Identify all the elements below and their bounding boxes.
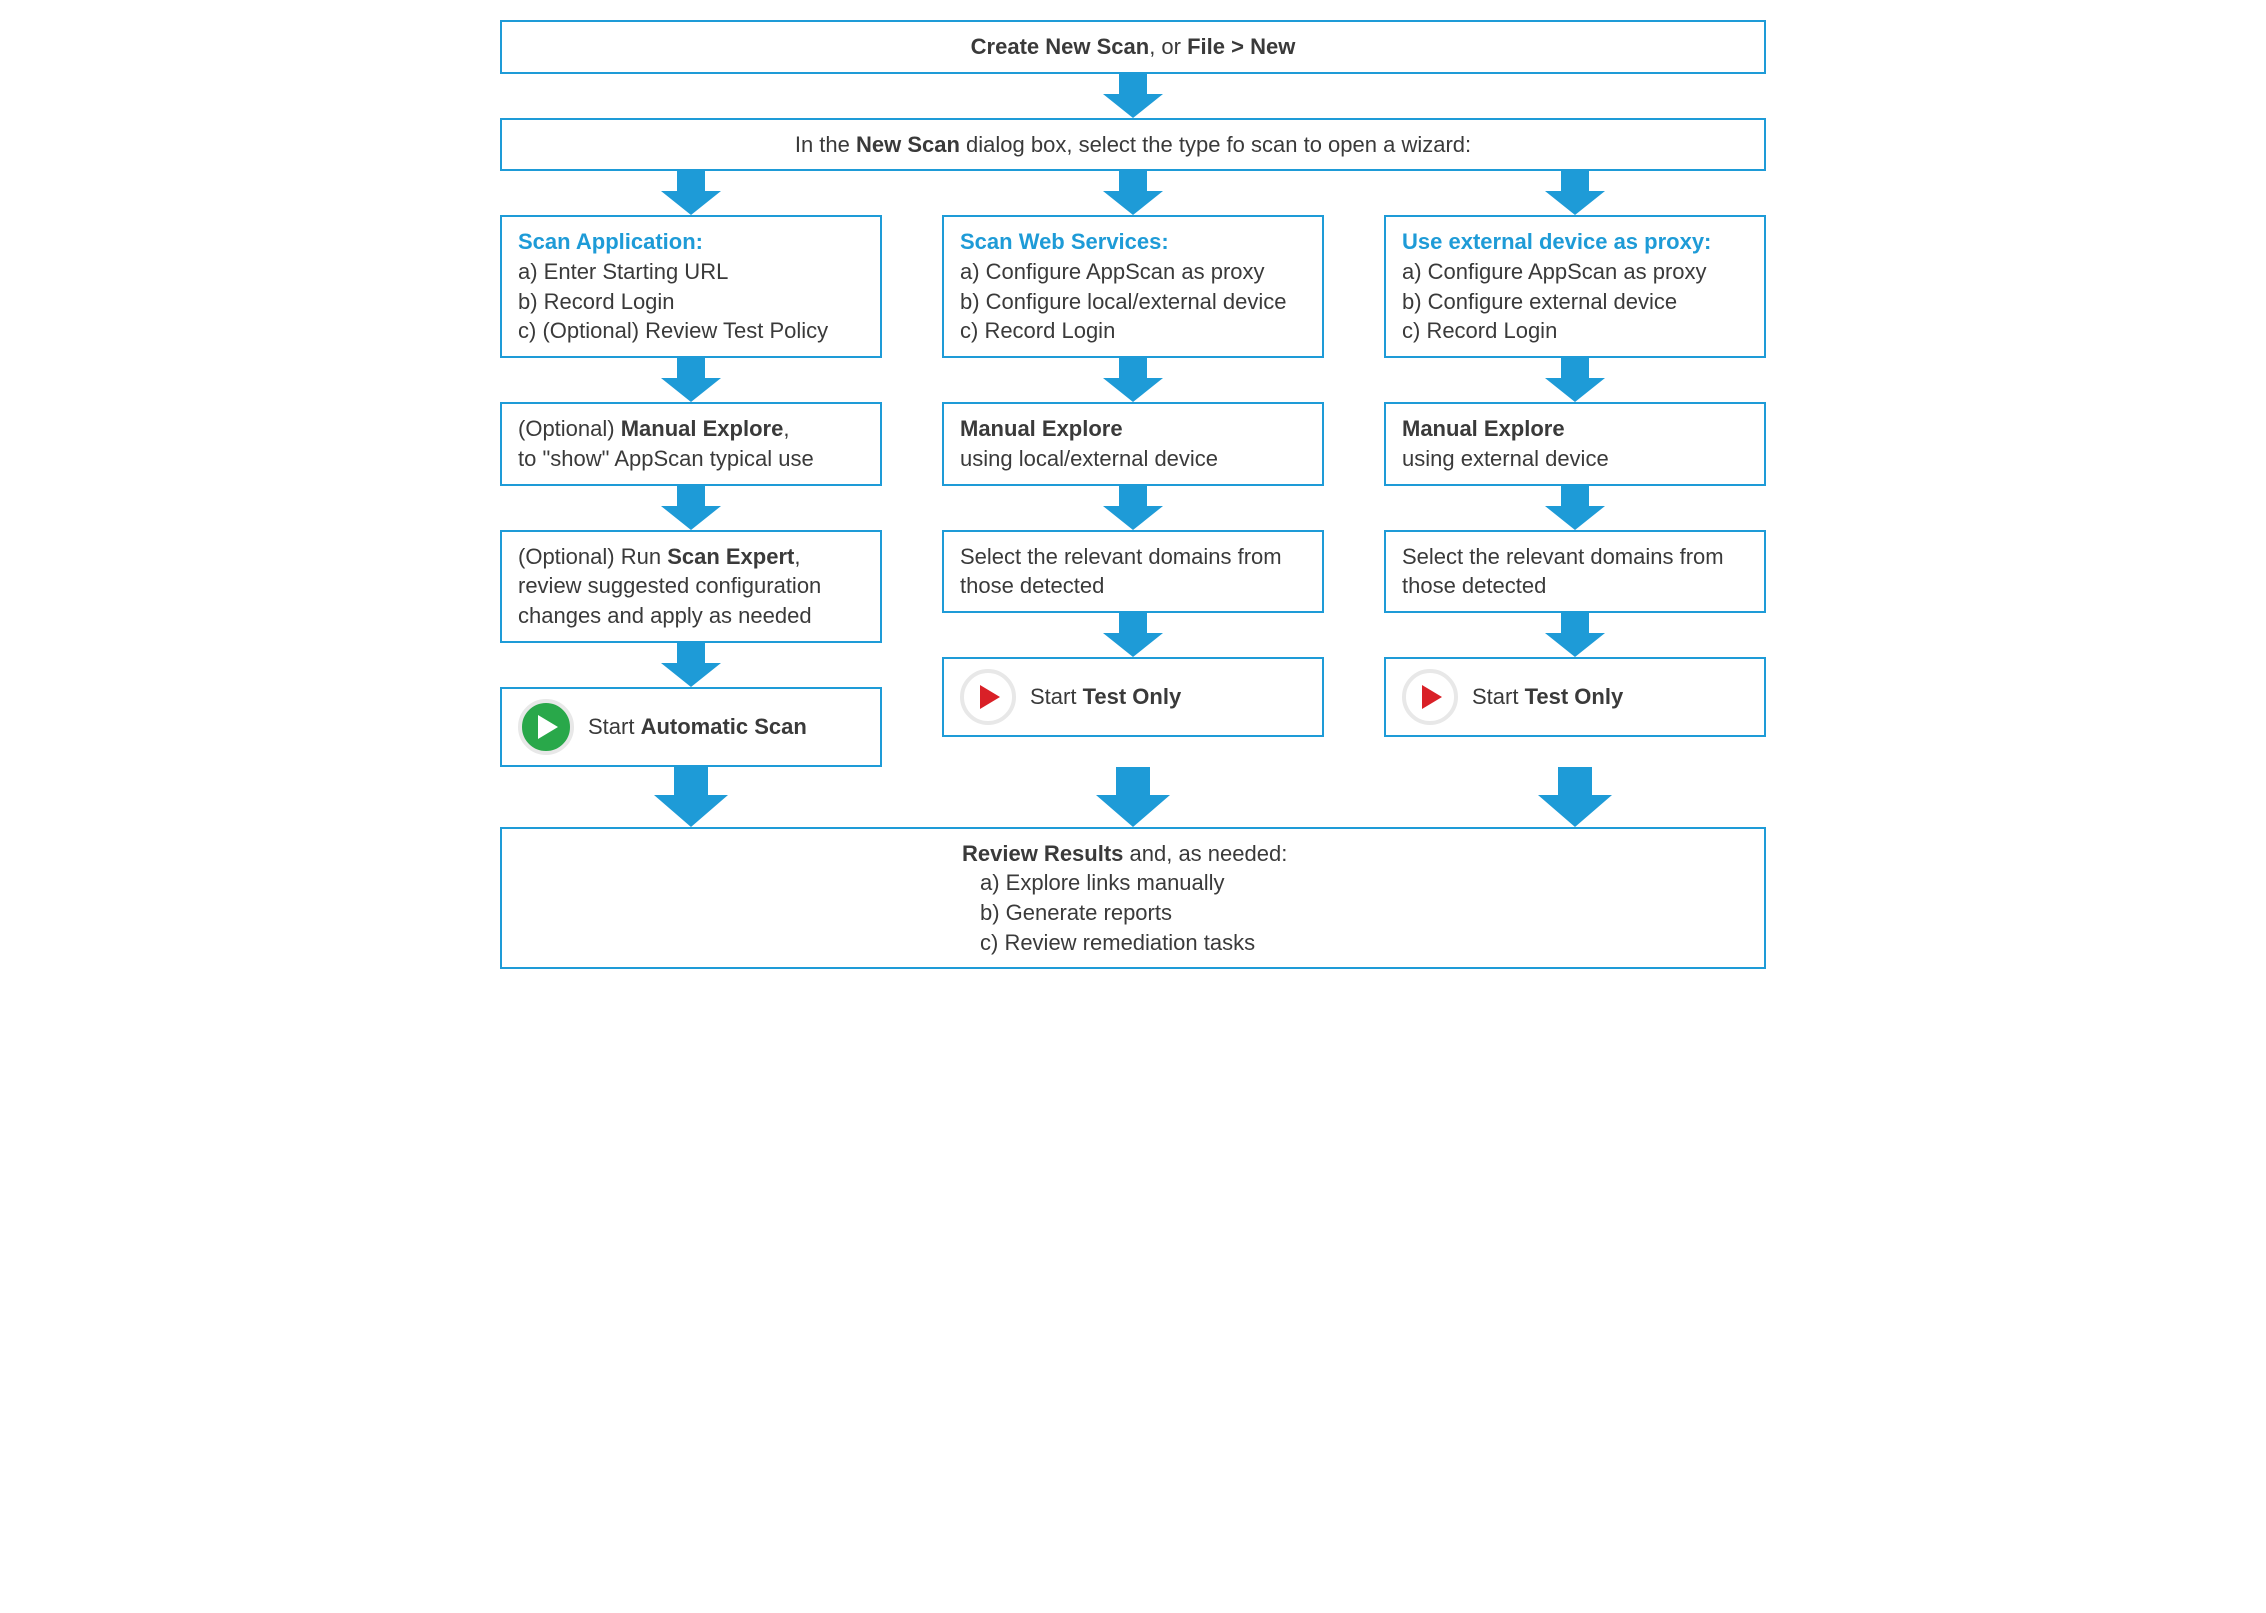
arrow-down-icon xyxy=(661,358,721,402)
arrow-down-icon xyxy=(1103,171,1163,215)
heading-ext-device: Use external device as proxy: xyxy=(1402,227,1748,257)
arrow-row-branch xyxy=(500,171,1766,215)
box-create-new-scan: Create New Scan, or File > New xyxy=(500,20,1766,74)
text-col3-b: b) Configure external device xyxy=(1402,287,1748,317)
text-col3-explore-line2: using external device xyxy=(1402,444,1748,474)
flowchart-container: Create New Scan, or File > New In the Ne… xyxy=(500,20,1766,969)
play-red-icon xyxy=(960,669,1016,725)
text-col1-explore-line2: to "show" AppScan typical use xyxy=(518,444,864,474)
text-col1-explore-pre: (Optional) xyxy=(518,416,621,441)
arrow-down-icon xyxy=(661,171,721,215)
box-col2-start: Start Test Only xyxy=(942,657,1324,737)
text-col3-a: a) Configure AppScan as proxy xyxy=(1402,257,1748,287)
text-col1-start-bold: Automatic Scan xyxy=(641,714,807,739)
arrow-down-icon xyxy=(1103,74,1163,118)
text-col2-b: b) Configure local/external device xyxy=(960,287,1306,317)
arrow-down-icon xyxy=(1545,358,1605,402)
arrow-down-icon xyxy=(1103,486,1163,530)
play-triangle-icon xyxy=(532,713,560,741)
text-col2-a: a) Configure AppScan as proxy xyxy=(960,257,1306,287)
text-col3-c: c) Record Login xyxy=(1402,316,1748,346)
text-select-pre: In the xyxy=(795,132,856,157)
box-col3-explore: Manual Explore using external device xyxy=(1384,402,1766,485)
box-review-results: Review Results and, as needed: a) Explor… xyxy=(500,827,1766,970)
play-triangle-icon xyxy=(974,683,1002,711)
text-col1-a: a) Enter Starting URL xyxy=(518,257,864,287)
text-review-a: a) Explore links manually xyxy=(962,868,1748,898)
arrow-down-icon xyxy=(1545,613,1605,657)
text-select-bold: New Scan xyxy=(856,132,960,157)
text-col1-c: c) (Optional) Review Test Policy xyxy=(518,316,864,346)
arrow-down-icon xyxy=(1545,486,1605,530)
play-red-icon xyxy=(1402,669,1458,725)
text-col1-b: b) Record Login xyxy=(518,287,864,317)
box-col3-start: Start Test Only xyxy=(1384,657,1766,737)
box-scan-ws-config: Scan Web Services: a) Configure AppScan … xyxy=(942,215,1324,358)
text-col3-explore-bold: Manual Explore xyxy=(1402,414,1748,444)
arrow-down-icon xyxy=(661,643,721,687)
text-create-new-scan: Create New Scan xyxy=(971,34,1150,59)
text-col2-start-pre: Start xyxy=(1030,684,1083,709)
text-review-bold: Review Results xyxy=(962,841,1123,866)
text-col1-expert-bold: Scan Expert xyxy=(667,544,794,569)
text-col2-c: c) Record Login xyxy=(960,316,1306,346)
text-col1-explore-bold: Manual Explore xyxy=(621,416,784,441)
text-col1-start-pre: Start xyxy=(588,714,641,739)
box-col3-domains: Select the relevant domains from those d… xyxy=(1384,530,1766,613)
column-scan-web-services: Scan Web Services: a) Configure AppScan … xyxy=(942,215,1324,766)
arrow-down-icon xyxy=(1103,613,1163,657)
box-select-scan-type: In the New Scan dialog box, select the t… xyxy=(500,118,1766,172)
arrow-row-converge xyxy=(500,767,1766,827)
box-ext-device-config: Use external device as proxy: a) Configu… xyxy=(1384,215,1766,358)
text-col1-expert-post: , xyxy=(794,544,800,569)
arrow-down-icon xyxy=(661,486,721,530)
text-or: , or xyxy=(1149,34,1187,59)
play-triangle-icon xyxy=(1416,683,1444,711)
text-col1-explore-post: , xyxy=(783,416,789,441)
play-green-icon xyxy=(518,699,574,755)
text-review-b: b) Generate reports xyxy=(962,898,1748,928)
text-review-post: and, as needed: xyxy=(1123,841,1287,866)
columns-container: Scan Application: a) Enter Starting URL … xyxy=(500,215,1766,766)
box-col1-start: Start Automatic Scan xyxy=(500,687,882,767)
text-select-post: dialog box, select the type fo scan to o… xyxy=(960,132,1471,157)
box-col1-explore: (Optional) Manual Explore, to "show" App… xyxy=(500,402,882,485)
column-scan-application: Scan Application: a) Enter Starting URL … xyxy=(500,215,882,766)
arrow-down-large-icon xyxy=(1096,767,1170,827)
text-col3-start-bold: Test Only xyxy=(1525,684,1624,709)
box-scan-app-config: Scan Application: a) Enter Starting URL … xyxy=(500,215,882,358)
arrow-down-large-icon xyxy=(654,767,728,827)
text-file-new: File > New xyxy=(1187,34,1295,59)
arrow-down-icon xyxy=(1103,358,1163,402)
text-col1-expert-line2: review suggested configuration changes a… xyxy=(518,571,864,630)
arrow-down-icon xyxy=(1545,171,1605,215)
text-col3-start-pre: Start xyxy=(1472,684,1525,709)
box-col1-expert: (Optional) Run Scan Expert, review sugge… xyxy=(500,530,882,643)
text-col2-explore-bold: Manual Explore xyxy=(960,414,1306,444)
text-col1-expert-pre: (Optional) Run xyxy=(518,544,667,569)
column-external-device: Use external device as proxy: a) Configu… xyxy=(1384,215,1766,766)
text-col3-domains: Select the relevant domains from those d… xyxy=(1402,544,1724,599)
heading-scan-app: Scan Application: xyxy=(518,227,864,257)
text-col2-explore-line2: using local/external device xyxy=(960,444,1306,474)
heading-scan-ws: Scan Web Services: xyxy=(960,227,1306,257)
text-review-c: c) Review remediation tasks xyxy=(962,928,1748,958)
text-col2-start-bold: Test Only xyxy=(1083,684,1182,709)
arrow-top-1 xyxy=(500,74,1766,118)
box-col2-explore: Manual Explore using local/external devi… xyxy=(942,402,1324,485)
arrow-down-large-icon xyxy=(1538,767,1612,827)
text-col2-domains: Select the relevant domains from those d… xyxy=(960,544,1282,599)
box-col2-domains: Select the relevant domains from those d… xyxy=(942,530,1324,613)
